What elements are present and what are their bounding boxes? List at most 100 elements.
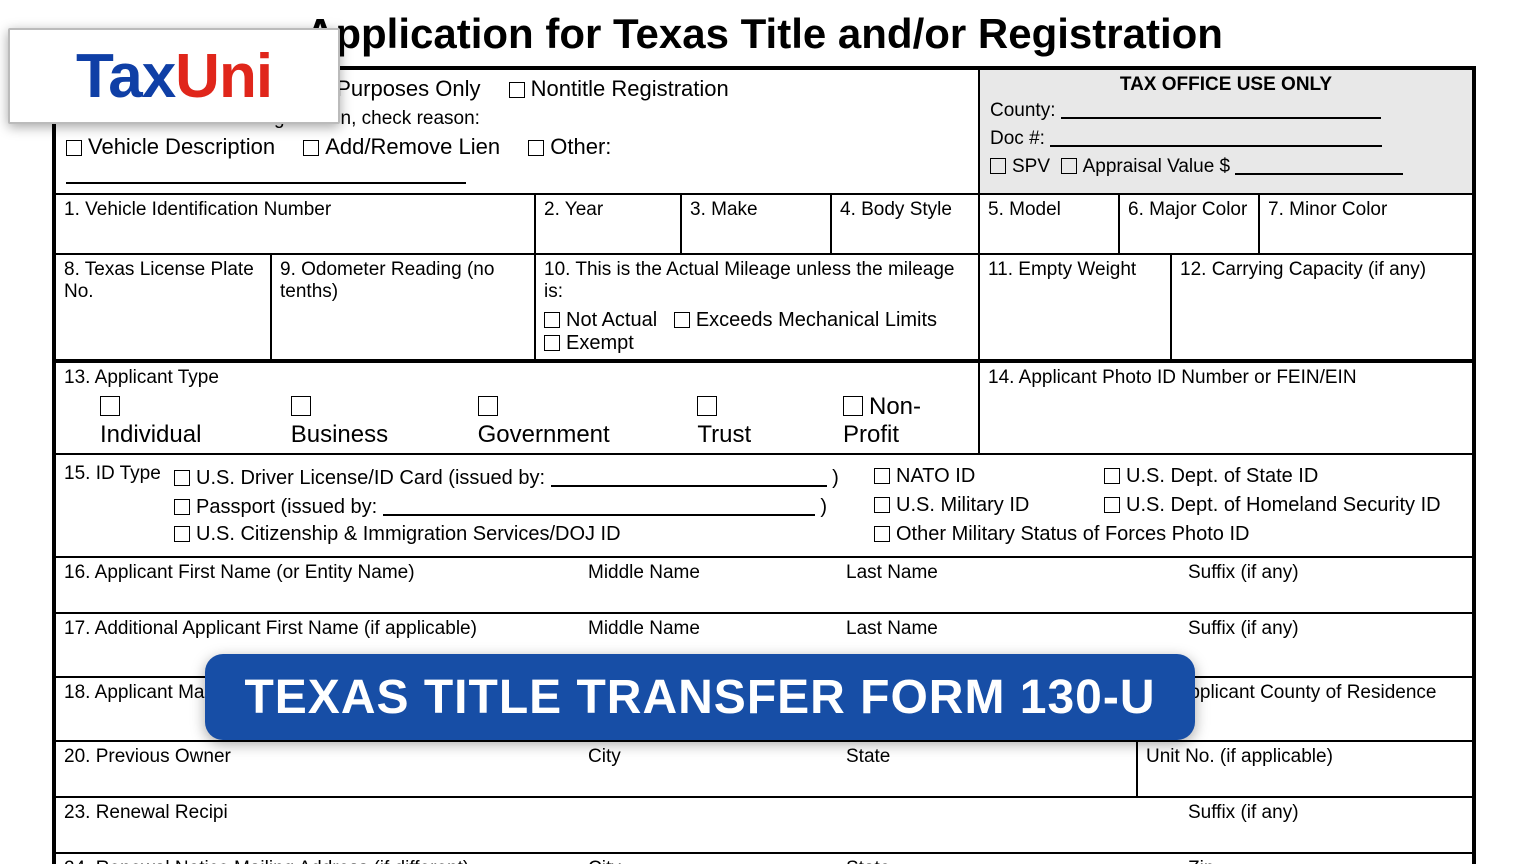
checkbox-nato[interactable] bbox=[874, 468, 890, 484]
checkbox-exempt[interactable] bbox=[544, 335, 560, 351]
field-24d[interactable]: Zip bbox=[1180, 854, 1472, 864]
lbl-appraisal: Appraisal Value $ bbox=[1083, 156, 1231, 177]
checkbox-government[interactable] bbox=[478, 396, 498, 416]
lbl-spv: SPV bbox=[1012, 156, 1050, 177]
appraisal-blank[interactable] bbox=[1235, 154, 1403, 175]
lbl-doc: Doc #: bbox=[990, 128, 1045, 149]
opt-passport: Passport (issued by: bbox=[196, 496, 377, 518]
field-20c[interactable]: State bbox=[838, 742, 906, 796]
field-16d[interactable]: Suffix (if any) bbox=[1180, 558, 1472, 612]
row-16: 16. Applicant First Name (or Entity Name… bbox=[56, 558, 1472, 614]
field-22[interactable]: Unit No. (if applicable) bbox=[1138, 742, 1472, 796]
row-8-12: 8. Texas License Plate No. 9. Odometer R… bbox=[56, 255, 1472, 363]
field-license-plate[interactable]: 8. Texas License Plate No. bbox=[56, 255, 272, 359]
logo-uni: Uni bbox=[175, 41, 272, 112]
opt-dhs: U.S. Dept. of Homeland Security ID bbox=[1126, 494, 1441, 516]
opt-nato: NATO ID bbox=[896, 465, 975, 487]
field-minor-color[interactable]: 7. Minor Color bbox=[1260, 195, 1472, 253]
page: Application for Texas Title and/or Regis… bbox=[0, 0, 1536, 864]
checkbox-add-remove-lien[interactable] bbox=[303, 140, 319, 156]
form-130u: tle Only Registration Purposes Only Nont… bbox=[52, 66, 1476, 864]
checkbox-appraisal[interactable] bbox=[1061, 158, 1077, 174]
row-20-22: 20. Previous Owner City State Unit No. (… bbox=[56, 742, 1472, 798]
corrected-reason-line: Vehicle Description Add/Remove Lien Othe… bbox=[56, 130, 978, 193]
field-21[interactable] bbox=[906, 742, 1138, 796]
opt-vehicle-desc: Vehicle Description bbox=[88, 134, 275, 159]
checkbox-exceeds[interactable] bbox=[674, 312, 690, 328]
checkbox-omsf[interactable] bbox=[874, 526, 890, 542]
row-15: 15. ID Type U.S. Driver License/ID Card … bbox=[56, 455, 1472, 558]
field-photo-id[interactable]: 14. Applicant Photo ID Number or FEIN/EI… bbox=[980, 363, 1472, 453]
field-applicant-type: 13. Applicant Type Individual Business G… bbox=[56, 363, 980, 453]
field-year[interactable]: 2. Year bbox=[536, 195, 682, 253]
checkbox-nonprofit[interactable] bbox=[843, 396, 863, 416]
field-make[interactable]: 3. Make bbox=[682, 195, 832, 253]
opt-dl: U.S. Driver License/ID Card (issued by: bbox=[196, 467, 545, 489]
field-odometer[interactable]: 9. Odometer Reading (no tenths) bbox=[272, 255, 536, 359]
opt-exempt: Exempt bbox=[566, 332, 634, 354]
opt-exceeds: Exceeds Mechanical Limits bbox=[696, 309, 937, 331]
row-24: 24. Renewal Notice Mailing Address (if d… bbox=[56, 854, 1472, 864]
opt-individual: Individual bbox=[100, 421, 201, 448]
taxuni-logo: TaxUni bbox=[8, 28, 340, 124]
opt-government: Government bbox=[478, 421, 610, 448]
checkbox-passport[interactable] bbox=[174, 499, 190, 515]
field-16c[interactable]: Last Name bbox=[838, 558, 1180, 612]
field-24a[interactable]: 24. Renewal Notice Mailing Address (if d… bbox=[56, 854, 580, 864]
field-empty-weight[interactable]: 11. Empty Weight bbox=[980, 255, 1172, 359]
field-16b[interactable]: Middle Name bbox=[580, 558, 838, 612]
field-20a[interactable]: 20. Previous Owner bbox=[56, 742, 580, 796]
opt-other: Other: bbox=[550, 134, 611, 159]
checkbox-other[interactable] bbox=[528, 140, 544, 156]
checkbox-business[interactable] bbox=[291, 396, 311, 416]
logo-tax: Tax bbox=[76, 41, 175, 112]
checkbox-state-id[interactable] bbox=[1104, 468, 1120, 484]
checkbox-dhs[interactable] bbox=[1104, 497, 1120, 513]
opt-nontitle: Nontitle Registration bbox=[531, 76, 729, 101]
dl-blank[interactable] bbox=[551, 465, 827, 487]
field-23d[interactable]: Suffix (if any) bbox=[1180, 798, 1472, 852]
opt-military: U.S. Military ID bbox=[896, 494, 1029, 516]
checkbox-individual[interactable] bbox=[100, 396, 120, 416]
opt-omsf: Other Military Status of Forces Photo ID bbox=[896, 523, 1249, 545]
checkbox-spv[interactable] bbox=[990, 158, 1006, 174]
field-20b[interactable]: City bbox=[580, 742, 838, 796]
field-body-style[interactable]: 4. Body Style bbox=[832, 195, 980, 253]
row-23: 23. Renewal Recipi Suffix (if any) bbox=[56, 798, 1472, 854]
doc-blank[interactable] bbox=[1050, 126, 1382, 147]
other-blank[interactable] bbox=[66, 160, 466, 184]
field-major-color[interactable]: 6. Major Color bbox=[1120, 195, 1260, 253]
field-vin[interactable]: 1. Vehicle Identification Number bbox=[56, 195, 536, 253]
checkbox-trust[interactable] bbox=[697, 396, 717, 416]
field-model[interactable]: 5. Model bbox=[980, 195, 1120, 253]
banner-title: TEXAS TITLE TRANSFER FORM 130-U bbox=[205, 654, 1195, 740]
field-17d[interactable]: Suffix (if any) bbox=[1180, 614, 1472, 676]
field-16a[interactable]: 16. Applicant First Name (or Entity Name… bbox=[56, 558, 580, 612]
opt-state-id: U.S. Dept. of State ID bbox=[1126, 465, 1318, 487]
opt-business: Business bbox=[291, 421, 388, 448]
opt-not-actual: Not Actual bbox=[566, 309, 657, 331]
checkbox-not-actual[interactable] bbox=[544, 312, 560, 328]
county-blank[interactable] bbox=[1061, 98, 1381, 119]
field-23a[interactable]: 23. Renewal Recipi bbox=[56, 798, 1180, 852]
checkbox-cis[interactable] bbox=[174, 526, 190, 542]
checkbox-vehicle-desc[interactable] bbox=[66, 140, 82, 156]
field-24b[interactable]: City bbox=[580, 854, 838, 864]
row-1-7: 1. Vehicle Identification Number 2. Year… bbox=[56, 195, 1472, 255]
field-carrying-capacity[interactable]: 12. Carrying Capacity (if any) bbox=[1172, 255, 1472, 359]
field-24c[interactable]: State bbox=[838, 854, 1180, 864]
lbl-mileage: 10. This is the Actual Mileage unless th… bbox=[544, 259, 970, 303]
checkbox-nontitle[interactable] bbox=[509, 82, 525, 98]
tax-office-header: TAX OFFICE USE ONLY bbox=[990, 74, 1462, 96]
checkbox-military[interactable] bbox=[874, 497, 890, 513]
opt-trust: Trust bbox=[697, 421, 751, 448]
tax-office-box: TAX OFFICE USE ONLY County: Doc #: SPV A… bbox=[980, 70, 1472, 193]
passport-blank[interactable] bbox=[383, 494, 815, 516]
opt-add-remove-lien: Add/Remove Lien bbox=[325, 134, 500, 159]
lbl-applicant-type: 13. Applicant Type bbox=[64, 367, 970, 389]
lbl-id-type: 15. ID Type bbox=[64, 463, 174, 548]
row-13-14: 13. Applicant Type Individual Business G… bbox=[56, 363, 1472, 455]
field-mileage: 10. This is the Actual Mileage unless th… bbox=[536, 255, 980, 359]
lbl-county: County: bbox=[990, 100, 1055, 121]
checkbox-dl[interactable] bbox=[174, 470, 190, 486]
